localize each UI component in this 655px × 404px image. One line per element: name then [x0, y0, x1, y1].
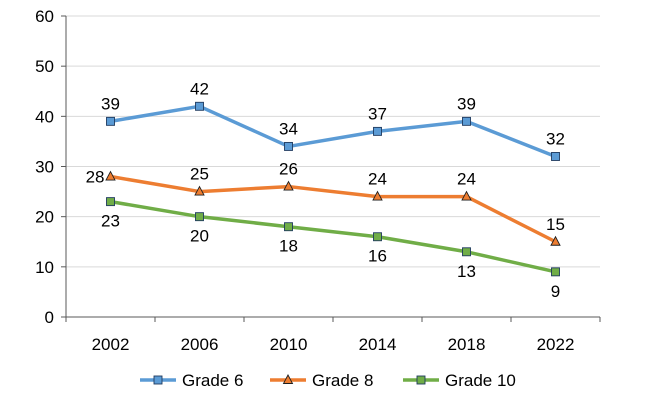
data-label: 13	[457, 262, 476, 281]
data-label: 9	[551, 282, 560, 301]
legend-item: Grade 6	[140, 371, 243, 390]
y-tick-label: 20	[35, 208, 54, 227]
data-point	[105, 170, 116, 181]
legend-marker	[282, 374, 294, 384]
y-tick-label: 40	[35, 107, 54, 126]
data-label: 34	[279, 119, 298, 138]
data-point	[462, 116, 471, 126]
series-line	[108, 199, 558, 274]
y-tick-label: 30	[35, 158, 54, 177]
legend-item: Grade 10	[403, 371, 516, 390]
series-line	[108, 104, 558, 159]
y-tick-label: 60	[35, 7, 54, 26]
data-point	[372, 190, 383, 201]
y-tick-label: 50	[35, 57, 54, 76]
data-label: 24	[368, 170, 387, 189]
legend-label: Grade 10	[445, 371, 516, 390]
data-label: 20	[190, 227, 209, 246]
data-label: 23	[101, 212, 120, 231]
data-point	[462, 247, 471, 257]
data-point	[284, 222, 293, 232]
legend-marker	[416, 375, 426, 385]
data-label: 39	[457, 94, 476, 113]
data-point	[461, 190, 472, 201]
axes	[61, 15, 601, 322]
series-grade-6	[106, 101, 560, 161]
y-tick-label: 10	[35, 258, 54, 277]
legend-label: Grade 6	[182, 371, 243, 390]
data-point	[195, 101, 204, 111]
data-label: 42	[190, 79, 209, 98]
data-point	[373, 232, 382, 242]
legend-label: Grade 8	[312, 371, 373, 390]
x-tick-label: 2022	[537, 335, 575, 354]
x-tick-label: 2006	[181, 335, 219, 354]
y-tick-label: 0	[45, 308, 54, 327]
x-tick-label: 2002	[92, 335, 130, 354]
data-labels: 39 42 34 37 39 32 28 25 26 24 24 15 23 20 18 16 13 9	[86, 79, 565, 301]
series-group	[105, 101, 561, 277]
data-label: 26	[279, 160, 298, 179]
data-point	[106, 116, 115, 126]
legend: Grade 6 Grade 8 Grade 10	[140, 371, 516, 390]
x-axis-ticks: 2002 2006 2010 2014 2018 2022	[92, 335, 575, 354]
y-axis-ticks: 0 10 20 30 40 50 60	[35, 7, 54, 327]
legend-item: Grade 8	[270, 371, 373, 390]
data-label: 24	[457, 170, 476, 189]
x-tick-label: 2018	[448, 335, 486, 354]
data-label: 15	[546, 215, 565, 234]
data-label: 28	[86, 168, 105, 187]
data-label: 32	[546, 129, 565, 148]
data-point	[551, 152, 560, 161]
data-label: 25	[190, 165, 209, 184]
series-line	[108, 174, 558, 244]
data-label: 16	[368, 247, 387, 266]
data-point	[195, 212, 204, 222]
data-point	[106, 197, 115, 207]
data-point	[550, 235, 561, 246]
data-label: 37	[368, 104, 387, 123]
data-point	[373, 126, 382, 136]
data-point	[194, 185, 205, 196]
data-label: 39	[101, 94, 120, 113]
x-tick-label: 2010	[270, 335, 308, 354]
data-label: 18	[279, 237, 298, 256]
series-grade-10	[106, 197, 560, 277]
legend-marker	[153, 375, 163, 385]
data-point	[283, 180, 294, 191]
gridlines	[66, 15, 600, 268]
x-tick-label: 2014	[359, 335, 397, 354]
series-grade-8	[105, 170, 561, 246]
data-point	[284, 141, 293, 151]
data-point	[551, 267, 560, 277]
